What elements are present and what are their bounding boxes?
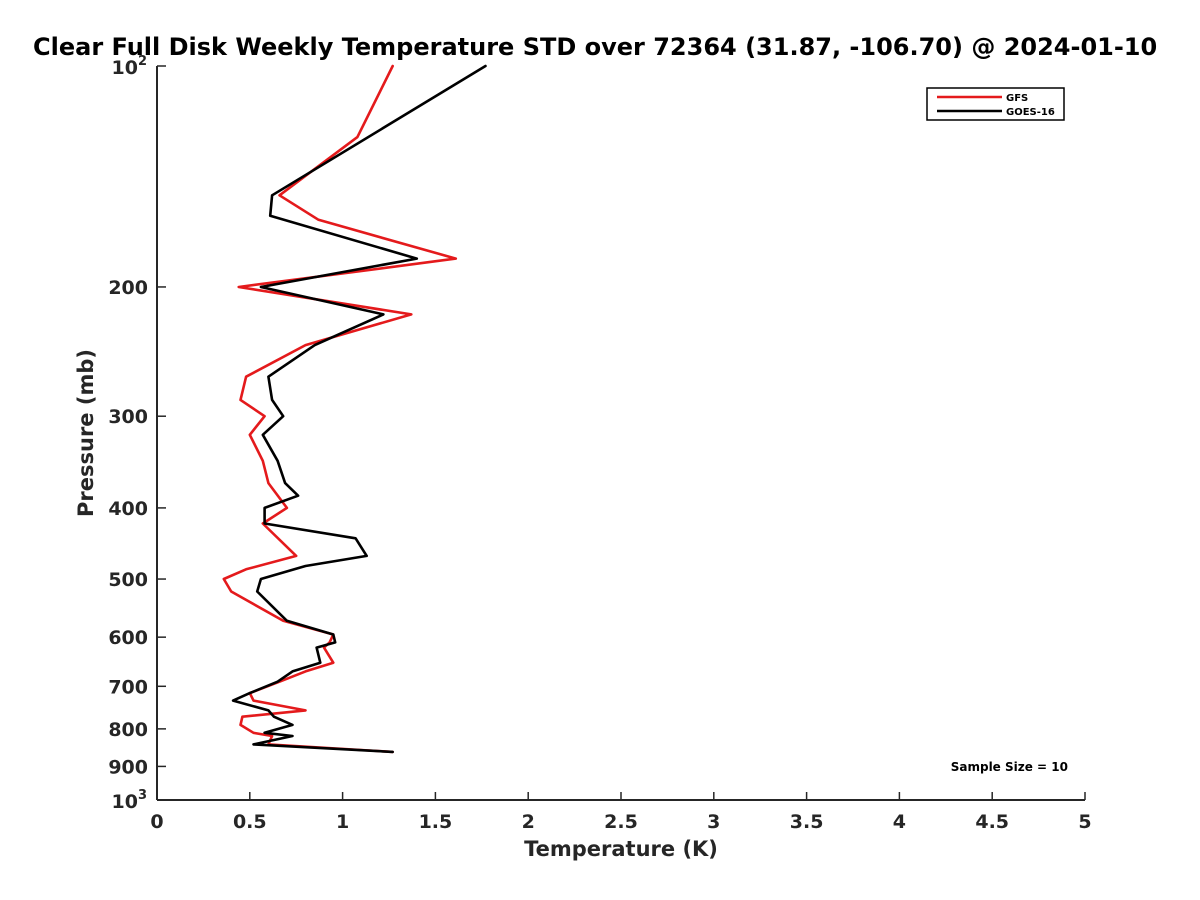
y-tick-label: 400 — [108, 498, 148, 520]
legend: GFS GOES-16 — [926, 87, 1065, 121]
x-tick-label: 5 — [1078, 811, 1091, 833]
y-tick-label: 800 — [108, 719, 148, 741]
x-tick-label: 2 — [522, 811, 535, 833]
y-tick-label: 102 — [112, 54, 148, 79]
x-tick-label: 1 — [336, 811, 349, 833]
series-line-gfs — [222, 64, 458, 754]
y-tick-label: 900 — [108, 756, 148, 778]
legend-box — [926, 87, 1065, 121]
y-tick-label: 700 — [108, 676, 148, 698]
y-tick-label: 103 — [112, 788, 148, 813]
x-tick-label: 0 — [150, 811, 163, 833]
x-tick-label: 4.5 — [975, 811, 1009, 833]
y-tick-label: 500 — [108, 569, 148, 591]
x-tick-label: 3.5 — [790, 811, 824, 833]
series-line-goes16 — [231, 64, 487, 754]
y-tick-label: 600 — [108, 627, 148, 649]
sample-size-annotation: Sample Size = 10 — [951, 760, 1068, 774]
legend-label-goes16: GOES-16 — [1006, 107, 1055, 118]
x-tick-label: 2.5 — [604, 811, 638, 833]
x-tick-label: 4 — [893, 811, 906, 833]
x-tick-label: 0.5 — [233, 811, 267, 833]
x-tick-label: 3 — [707, 811, 720, 833]
y-tick-label: 300 — [108, 406, 148, 428]
chart-title: Clear Full Disk Weekly Temperature STD o… — [33, 33, 1157, 61]
y-tick-label: 200 — [108, 277, 148, 299]
x-tick-label: 1.5 — [419, 811, 453, 833]
x-axis-label: Temperature (K) — [524, 837, 718, 861]
legend-label-gfs: GFS — [1006, 93, 1028, 104]
y-axis-label: Pressure (mb) — [74, 349, 98, 517]
